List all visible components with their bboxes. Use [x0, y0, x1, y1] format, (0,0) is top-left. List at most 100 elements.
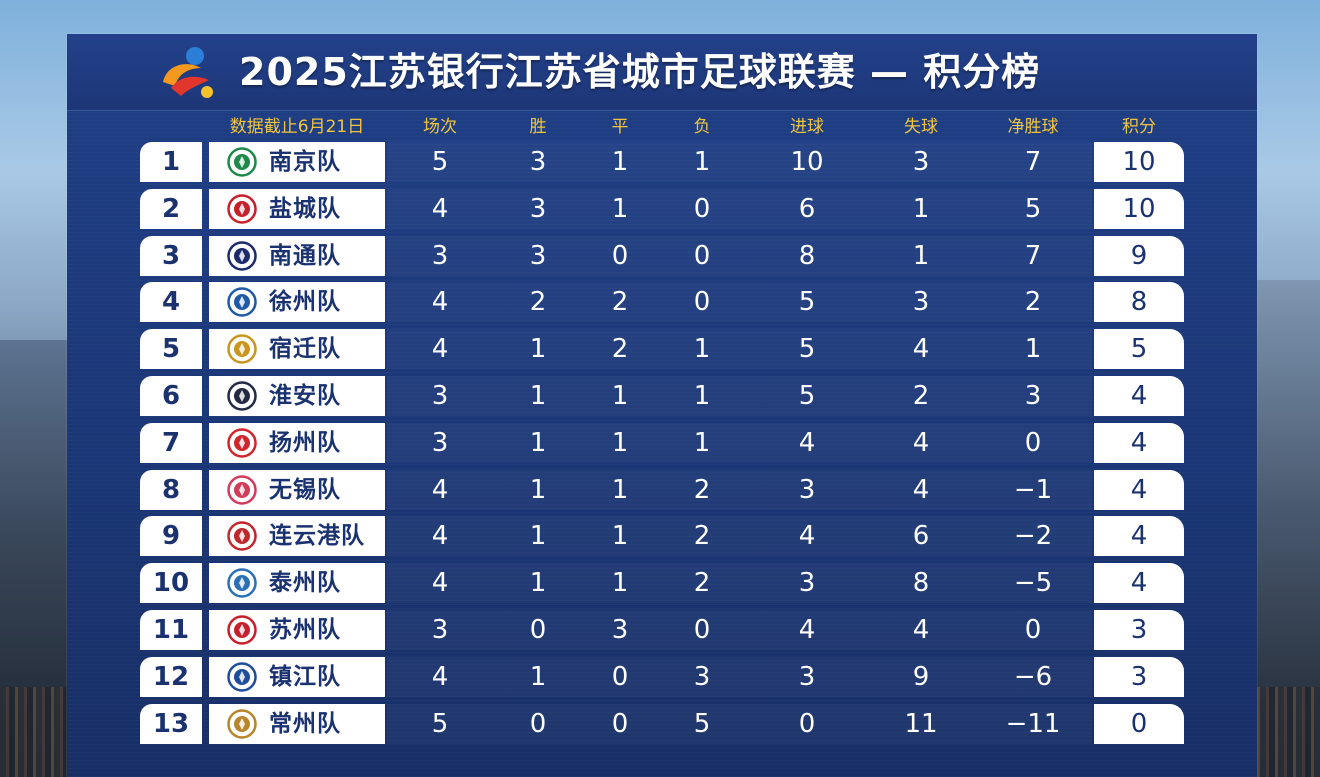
table-row: 7 扬州队 3 1 1 1 4 4 0 4	[67, 422, 1257, 463]
col-header-goal-diff: 净胜球	[1007, 117, 1059, 137]
played-cell: 5	[431, 708, 449, 739]
goals-for-cell: 3	[798, 568, 816, 599]
lost-cell: 2	[693, 568, 711, 599]
team-cell: 徐州队	[209, 282, 385, 323]
goals-against-cell: 2	[912, 381, 930, 411]
team-badge-icon	[227, 287, 257, 318]
goals-for-cell: 4	[798, 427, 816, 458]
lost-cell: 1	[693, 381, 711, 411]
lost-cell: 5	[693, 708, 711, 739]
goals-against-cell: 9	[912, 661, 930, 692]
goal-diff-cell: 0	[1024, 615, 1042, 645]
lost-cell: 1	[693, 427, 711, 458]
played-cell: 3	[431, 381, 449, 411]
played-cell: 4	[431, 474, 449, 505]
lost-cell: 1	[693, 147, 711, 177]
goal-diff-cell: 2	[1024, 287, 1042, 318]
table-row: 9 连云港队 4 1 1 2 4 6 −2 4	[67, 516, 1257, 557]
drawn-cell: 1	[611, 381, 629, 411]
drawn-cell: 0	[611, 240, 629, 271]
table-row: 4 徐州队 4 2 2 0 5 3 2 8	[67, 282, 1257, 323]
drawn-cell: 1	[611, 474, 629, 505]
team-name: 盐城队	[269, 195, 341, 222]
team-name: 徐州队	[269, 289, 341, 316]
rank-cell: 13	[140, 703, 202, 744]
table-row: 11 苏州队 3 0 3 0 4 4 0 3	[67, 610, 1257, 650]
goal-diff-cell: 3	[1024, 381, 1042, 411]
lost-cell: 3	[693, 661, 711, 692]
lost-cell: 2	[693, 474, 711, 505]
points-cell: 3	[1094, 610, 1184, 650]
team-name: 苏州队	[269, 617, 341, 643]
col-header-lost: 负	[693, 117, 711, 137]
team-badge-icon	[227, 662, 257, 692]
goals-for-cell: 3	[798, 661, 816, 692]
points-cell: 10	[1094, 188, 1184, 229]
drawn-cell: 1	[611, 521, 629, 552]
table-row: 6 淮安队 3 1 1 1 5 2 3 4	[67, 376, 1257, 416]
col-header-goals-for: 进球	[790, 117, 824, 137]
played-cell: 3	[431, 615, 449, 645]
goals-for-cell: 4	[798, 521, 816, 552]
drawn-cell: 0	[611, 661, 629, 692]
table-row: 10 泰州队 4 1 1 2 3 8 −5 4	[67, 563, 1257, 604]
team-name: 无锡队	[269, 476, 341, 503]
rank-cell: 8	[140, 469, 202, 510]
goal-diff-cell: 1	[1024, 334, 1042, 365]
points-cell: 10	[1094, 142, 1184, 182]
rank-cell: 2	[140, 188, 202, 229]
rank-cell: 10	[140, 563, 202, 604]
played-cell: 4	[431, 334, 449, 365]
table-row: 13 常州队 5 0 0 5 0 11 −11 0	[67, 703, 1257, 744]
table-row: 1 南京队 5 3 1 1 10 3 7 10	[67, 142, 1257, 182]
goals-against-cell: 4	[912, 474, 930, 505]
lost-cell: 1	[693, 334, 711, 365]
played-cell: 5	[431, 147, 449, 177]
played-cell: 4	[431, 287, 449, 318]
won-cell: 1	[529, 427, 547, 458]
points-cell: 4	[1094, 376, 1184, 416]
points-cell: 0	[1094, 703, 1184, 744]
won-cell: 1	[529, 474, 547, 505]
lost-cell: 0	[693, 287, 711, 318]
goal-diff-cell: −6	[1013, 661, 1053, 692]
table-row: 8 无锡队 4 1 1 2 3 4 −1 4	[67, 469, 1257, 510]
won-cell: 2	[529, 287, 547, 318]
points-cell: 9	[1094, 235, 1184, 276]
team-badge-icon	[227, 708, 257, 739]
points-cell: 5	[1094, 329, 1184, 370]
played-cell: 4	[431, 568, 449, 599]
goals-against-cell: 4	[912, 427, 930, 458]
team-name: 扬州队	[269, 429, 341, 456]
team-cell: 宿迁队	[209, 329, 385, 370]
team-name: 镇江队	[269, 663, 341, 690]
won-cell: 1	[529, 334, 547, 365]
played-cell: 3	[431, 427, 449, 458]
team-cell: 淮安队	[209, 376, 385, 416]
won-cell: 1	[529, 568, 547, 599]
lost-cell: 0	[693, 615, 711, 645]
won-cell: 3	[529, 193, 547, 224]
won-cell: 3	[529, 240, 547, 271]
team-badge-icon	[227, 428, 257, 458]
drawn-cell: 2	[611, 334, 629, 365]
rank-cell: 3	[140, 235, 202, 276]
goals-for-cell: 5	[798, 334, 816, 365]
team-cell: 盐城队	[209, 188, 385, 229]
points-cell: 4	[1094, 422, 1184, 463]
col-header-goals-against: 失球	[904, 117, 938, 137]
goal-diff-cell: 7	[1024, 147, 1042, 177]
team-badge-icon	[227, 474, 257, 505]
won-cell: 1	[529, 661, 547, 692]
team-name: 南京队	[269, 149, 341, 175]
team-cell: 连云港队	[209, 516, 385, 557]
standings-board: 2025江苏银行江苏省城市足球联赛 — 积分榜 数据截止6月21日 场次 胜 平…	[67, 34, 1257, 777]
played-cell: 4	[431, 521, 449, 552]
team-name: 连云港队	[269, 523, 365, 550]
goal-diff-cell: 0	[1024, 427, 1042, 458]
drawn-cell: 1	[611, 568, 629, 599]
team-cell: 常州队	[209, 703, 385, 744]
team-name: 常州队	[269, 710, 341, 737]
data-cutoff-note: 数据截止6月21日	[229, 117, 365, 137]
played-cell: 3	[431, 240, 449, 271]
